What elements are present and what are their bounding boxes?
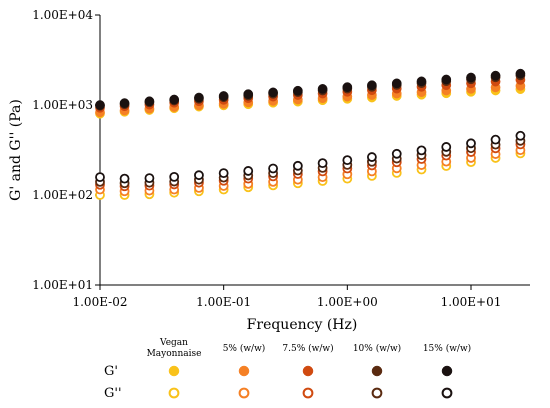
data-point	[218, 168, 229, 179]
legend-marker-loss	[302, 387, 314, 399]
data-point	[194, 92, 204, 103]
series-5-w-w--storage	[95, 81, 526, 118]
series-15-w-w--storage	[95, 68, 526, 110]
data-point	[416, 76, 427, 87]
data-point	[169, 171, 180, 182]
y-axis-title: G' and G'' (Pa)	[8, 99, 24, 201]
data-point	[194, 170, 204, 181]
data-point	[268, 163, 278, 174]
legend-marker-storage	[441, 365, 453, 377]
legend-group-label: 5% (w/w)	[223, 343, 266, 354]
series-vegan-mayonnaise-storage	[95, 84, 526, 119]
y-tick-label: 1.00E+03	[32, 98, 93, 112]
data-point	[515, 130, 526, 141]
legend-group-label: Mayonnaise	[147, 349, 202, 359]
data-point	[268, 87, 278, 98]
data-point	[317, 158, 328, 169]
data-point	[218, 91, 229, 101]
legend-row-label: G'	[104, 364, 118, 379]
series-7-5-w-w--storage	[95, 75, 526, 113]
axis-ticks: 1.00E-02 1.00E-01 1.00E+00 1.00E+01 1.00E+01…	[32, 8, 501, 309]
data-point	[144, 173, 155, 184]
data-point	[317, 84, 328, 94]
y-tick-label: 1.00E+04	[32, 8, 93, 22]
data-point	[515, 68, 526, 79]
legend-row-label: G''	[104, 386, 122, 401]
series-10-w-w--loss	[95, 135, 526, 189]
legend-group-label: 10% (w/w)	[353, 343, 401, 354]
legend-group-label: 15% (w/w)	[423, 343, 471, 354]
legend-marker-loss	[371, 387, 383, 399]
data-point	[243, 89, 254, 99]
data-point	[466, 138, 476, 149]
legend-group-label: Vegan	[159, 338, 188, 348]
legend-marker-storage	[168, 365, 180, 377]
data-point	[95, 172, 105, 183]
data-point	[144, 96, 155, 107]
series-5-w-w--loss	[95, 145, 526, 197]
x-tick-label: 1.00E-01	[196, 295, 251, 309]
legend-marker-storage	[371, 365, 383, 377]
data-point	[490, 134, 501, 145]
data-point	[490, 70, 501, 81]
data-point	[391, 148, 402, 159]
data-point	[169, 94, 180, 105]
data-point	[119, 173, 130, 184]
legend-marker-storage	[238, 365, 250, 377]
data-point	[441, 142, 452, 152]
series-7-5-w-w--loss	[95, 139, 526, 192]
series-vegan-mayonnaise-loss	[95, 148, 526, 200]
data-point	[466, 72, 476, 83]
plot-area	[99, 15, 530, 286]
legend-marker-storage	[302, 365, 314, 377]
data-point	[441, 74, 452, 85]
x-axis-title: Frequency (Hz)	[247, 317, 358, 333]
data-markers	[95, 68, 526, 200]
legend-marker-loss	[168, 387, 180, 399]
data-point	[367, 80, 377, 91]
legend-group-label: 7.5% (w/w)	[282, 343, 333, 354]
data-point	[95, 100, 105, 110]
y-tick-label: 1.00E+02	[32, 188, 93, 202]
data-point	[366, 152, 377, 162]
data-point	[391, 78, 402, 89]
legend-marker-loss	[238, 387, 250, 399]
data-point	[416, 145, 427, 156]
data-point	[243, 166, 254, 176]
series-10-w-w--storage	[95, 70, 526, 111]
data-point	[293, 85, 303, 96]
data-point	[292, 160, 303, 171]
x-tick-label: 1.00E+01	[441, 295, 502, 309]
legend-marker-loss	[441, 387, 453, 399]
series-15-w-w--loss	[95, 130, 526, 184]
data-point	[119, 98, 130, 108]
data-point	[342, 82, 353, 92]
y-tick-label: 1.00E+01	[32, 278, 93, 292]
x-tick-label: 1.00E-02	[72, 295, 127, 309]
x-tick-label: 1.00E+00	[317, 295, 378, 309]
data-point	[342, 155, 353, 166]
